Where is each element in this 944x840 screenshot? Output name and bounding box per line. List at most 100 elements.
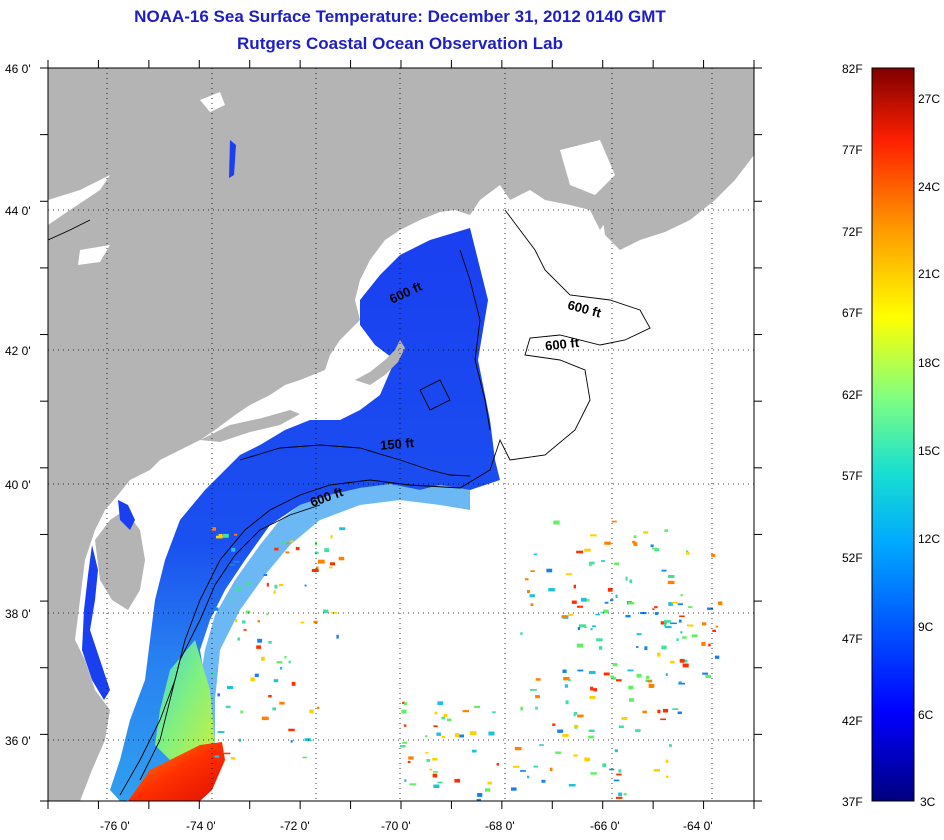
- sst-speckle: [651, 547, 658, 550]
- gulf-stream-edge: [155, 640, 215, 760]
- sst-speckle: [436, 732, 441, 736]
- sst-speckle: [407, 760, 411, 763]
- sst-speckle: [316, 566, 319, 570]
- sst-speckle: [718, 601, 723, 606]
- sst-speckle: [289, 540, 294, 543]
- sst-speckle: [600, 611, 605, 614]
- sst-speckle: [222, 533, 229, 538]
- sst-speckle: [317, 706, 320, 709]
- nova-scotia-land: [600, 100, 754, 250]
- delmarva-land: [95, 510, 145, 610]
- sst-speckle: [216, 535, 223, 539]
- sst-speckle: [590, 534, 597, 537]
- sst-speckle: [402, 741, 407, 744]
- sst-speckle: [588, 729, 595, 732]
- sst-speckle: [585, 598, 590, 602]
- sst-speckle: [535, 695, 540, 699]
- cb-f-label: 62F: [842, 388, 863, 402]
- sst-speckle: [462, 710, 469, 713]
- sst-speckle: [632, 540, 636, 544]
- colorbar-f-labels: 82F 77F 72F 67F 62F 57F 52F 47F 42F 37F: [842, 62, 863, 809]
- sst-speckle: [679, 658, 685, 663]
- sst-speckle: [611, 520, 617, 523]
- sst-speckle: [609, 768, 615, 771]
- sst-speckle: [610, 599, 614, 602]
- sst-speckle: [678, 681, 682, 683]
- sst-speckle: [711, 554, 716, 557]
- sst-speckle: [654, 548, 660, 552]
- cb-f-label: 37F: [842, 795, 863, 809]
- sst-speckle: [584, 548, 591, 552]
- sst-speckle: [636, 646, 639, 648]
- sst-speckle: [441, 736, 445, 739]
- contour-label: 150 ft: [379, 435, 415, 453]
- sst-speckle: [642, 710, 647, 714]
- sst-speckle: [324, 548, 330, 553]
- sst-speckle: [682, 663, 689, 668]
- sst-speckle: [680, 631, 683, 634]
- sst-speckle: [229, 564, 236, 566]
- sst-speckle: [573, 584, 576, 589]
- sst-speckle: [469, 731, 477, 736]
- mainland-land: [48, 68, 754, 801]
- lat-label: 40 0': [5, 478, 31, 492]
- sst-speckle: [629, 698, 635, 702]
- sst-speckle: [278, 583, 284, 587]
- sst-speckle: [584, 757, 591, 762]
- sst-speckle: [288, 660, 291, 664]
- cb-c-label: 15C: [918, 444, 940, 458]
- sst-speckle: [598, 646, 603, 650]
- sst-speckle: [458, 734, 464, 738]
- sst-speckle: [664, 620, 671, 623]
- sst-speckle: [625, 576, 628, 581]
- sst-speckle: [318, 559, 325, 564]
- sst-speckle: [601, 560, 605, 562]
- sst-speckle: [227, 686, 234, 689]
- lon-label: -76 0': [100, 819, 130, 833]
- lat-label: 44 0': [5, 204, 31, 218]
- sst-speckle: [612, 663, 618, 667]
- sst-speckle: [678, 682, 686, 685]
- sst-speckle: [266, 582, 269, 587]
- sst-speckle: [476, 798, 481, 801]
- cb-c-label: 6C: [918, 708, 934, 722]
- sst-speckle: [279, 701, 285, 705]
- latitude-labels: 46 0' 44 0' 42 0' 40 0' 38 0' 36 0': [5, 62, 31, 748]
- sst-speckle: [654, 612, 659, 615]
- sst-speckle: [225, 705, 231, 709]
- sst-speckle: [686, 552, 690, 555]
- sst-speckle: [621, 717, 628, 720]
- sst-speckle: [663, 708, 669, 713]
- sst-speckle: [552, 723, 556, 726]
- sst-speckle: [665, 759, 669, 763]
- sst-speckle: [261, 656, 265, 661]
- sst-speckle: [437, 701, 444, 705]
- sst-speckle: [665, 673, 668, 676]
- sst-speckle: [565, 700, 569, 705]
- cb-f-label: 67F: [842, 306, 863, 320]
- sst-speckle: [644, 646, 648, 651]
- sst-speckle: [291, 681, 296, 686]
- cold-shelf-water: [110, 228, 500, 801]
- sst-speckle: [433, 725, 438, 728]
- sst-speckle: [568, 613, 574, 616]
- sst-speckle: [614, 749, 618, 753]
- sst-speckle: [233, 560, 240, 563]
- cb-c-label: 18C: [918, 356, 940, 370]
- sst-speckle: [604, 541, 611, 545]
- sst-speckle: [712, 629, 716, 632]
- sst-speckle: [557, 729, 564, 733]
- sst-speckle: [295, 546, 300, 551]
- sst-speckle: [535, 678, 541, 681]
- sst-speckle: [714, 655, 720, 659]
- lake-ontario-white: [48, 175, 110, 225]
- sst-speckle: [610, 675, 615, 678]
- sst-speckle: [488, 731, 495, 736]
- sst-speckle: [256, 645, 261, 649]
- sst-speckle: [432, 773, 438, 778]
- sst-speckle: [284, 656, 287, 659]
- sst-speckle: [527, 775, 530, 779]
- sst-speckle: [657, 709, 661, 714]
- sst-speckle: [290, 740, 293, 743]
- sst-speckle: [214, 755, 220, 758]
